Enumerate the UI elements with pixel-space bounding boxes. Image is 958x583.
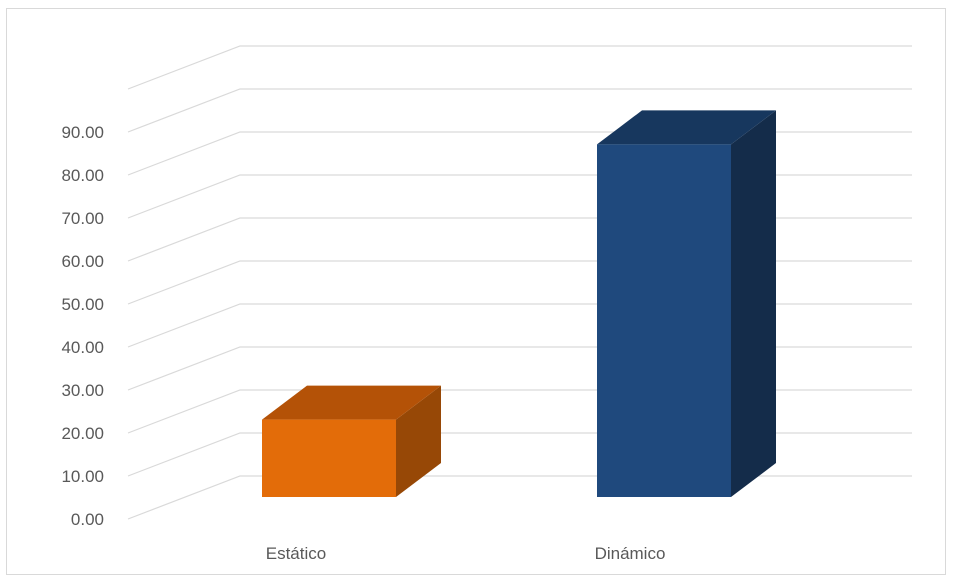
gridline-10 xyxy=(127,432,912,477)
gridline-90 xyxy=(127,88,912,133)
gridlines xyxy=(127,45,912,520)
gridline-50 xyxy=(127,260,912,305)
gridline-30 xyxy=(127,346,912,391)
gridline-40 xyxy=(127,303,912,348)
bar-dinamico xyxy=(597,110,776,498)
y-tick-label: 70.00 xyxy=(61,209,104,228)
y-tick-label: 60.00 xyxy=(61,252,104,271)
y-tick-label: 50.00 xyxy=(61,295,104,314)
x-category-label: Dinámico xyxy=(595,544,666,563)
bar-estatico xyxy=(262,385,441,497)
y-axis-tick-labels: 0.00 10.00 20.00 30.00 40.00 50.00 60.00 70.00 8… xyxy=(61,123,104,529)
x-category-label: Estático xyxy=(266,544,326,563)
gridline-70 xyxy=(127,174,912,219)
gridline-20 xyxy=(127,389,912,434)
bar-front-face xyxy=(597,144,731,497)
bar-top-face xyxy=(597,110,776,145)
gridline-80 xyxy=(127,131,912,176)
y-tick-label: 30.00 xyxy=(61,381,104,400)
bar-front-face xyxy=(262,419,396,497)
y-tick-label: 90.00 xyxy=(61,123,104,142)
bar-top-face xyxy=(262,385,441,420)
y-tick-label: 80.00 xyxy=(61,166,104,185)
gridline-60 xyxy=(127,217,912,262)
gridline-0 xyxy=(127,475,912,520)
x-axis-category-labels: Estático Dinámico xyxy=(266,544,666,563)
bar-side-face xyxy=(396,385,441,497)
bar-side-face xyxy=(731,110,776,498)
bars xyxy=(262,110,776,498)
y-tick-label: 0.00 xyxy=(71,510,104,529)
chart-area xyxy=(6,8,946,575)
gridline-100 xyxy=(127,45,912,90)
y-tick-label: 20.00 xyxy=(61,424,104,443)
y-tick-label: 40.00 xyxy=(61,338,104,357)
y-tick-label: 10.00 xyxy=(61,467,104,486)
